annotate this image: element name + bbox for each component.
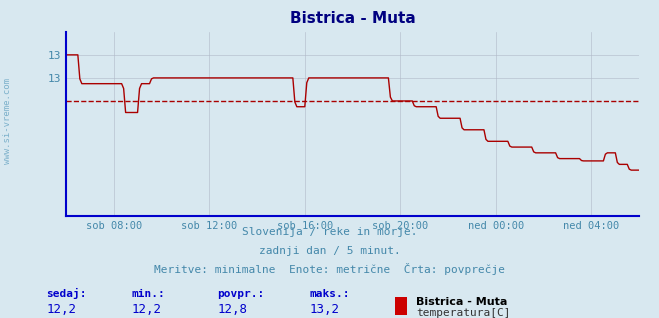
Text: temperatura[C]: temperatura[C] <box>416 308 511 318</box>
Text: min.:: min.: <box>132 289 165 299</box>
Text: Meritve: minimalne  Enote: metrične  Črta: povprečje: Meritve: minimalne Enote: metrične Črta:… <box>154 264 505 275</box>
Text: maks.:: maks.: <box>310 289 350 299</box>
Text: 12,2: 12,2 <box>132 303 162 316</box>
Text: 12,2: 12,2 <box>46 303 76 316</box>
Text: sedaj:: sedaj: <box>46 288 86 299</box>
Title: Bistrica - Muta: Bistrica - Muta <box>290 11 415 26</box>
Text: 12,8: 12,8 <box>217 303 248 316</box>
Text: www.si-vreme.com: www.si-vreme.com <box>3 78 13 164</box>
Text: povpr.:: povpr.: <box>217 289 265 299</box>
Text: Slovenija / reke in morje.: Slovenija / reke in morje. <box>242 227 417 237</box>
Text: Bistrica - Muta: Bistrica - Muta <box>416 297 508 307</box>
Text: 13,2: 13,2 <box>310 303 340 316</box>
Text: zadnji dan / 5 minut.: zadnji dan / 5 minut. <box>258 246 401 256</box>
